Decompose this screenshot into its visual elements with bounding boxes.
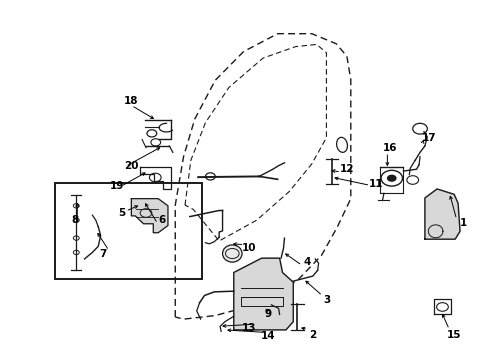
Text: 12: 12 [339, 164, 353, 174]
Text: 3: 3 [323, 295, 330, 305]
Bar [55, 183, 201, 279]
Polygon shape [131, 199, 167, 233]
Circle shape [73, 236, 79, 240]
Circle shape [73, 250, 79, 255]
Polygon shape [424, 189, 459, 239]
Polygon shape [233, 258, 293, 330]
Text: 19: 19 [109, 181, 123, 192]
Text: 18: 18 [124, 96, 138, 106]
Text: 16: 16 [382, 143, 396, 153]
Text: 17: 17 [421, 133, 435, 143]
Text: 5: 5 [118, 208, 125, 218]
Ellipse shape [222, 245, 242, 262]
Text: 7: 7 [99, 248, 106, 258]
Text: 13: 13 [242, 323, 256, 333]
Text: 9: 9 [264, 310, 271, 319]
Text: 4: 4 [303, 257, 310, 267]
Text: 14: 14 [260, 331, 275, 341]
Text: 15: 15 [446, 330, 461, 340]
Circle shape [205, 173, 215, 180]
Text: 10: 10 [242, 243, 256, 253]
Text: 11: 11 [368, 179, 383, 189]
Text: 2: 2 [308, 330, 316, 340]
Circle shape [386, 175, 396, 182]
Text: 20: 20 [124, 161, 138, 171]
Text: 1: 1 [459, 218, 467, 228]
Circle shape [73, 204, 79, 208]
Text: 6: 6 [158, 215, 165, 225]
Circle shape [73, 218, 79, 222]
Text: 8: 8 [71, 215, 78, 225]
